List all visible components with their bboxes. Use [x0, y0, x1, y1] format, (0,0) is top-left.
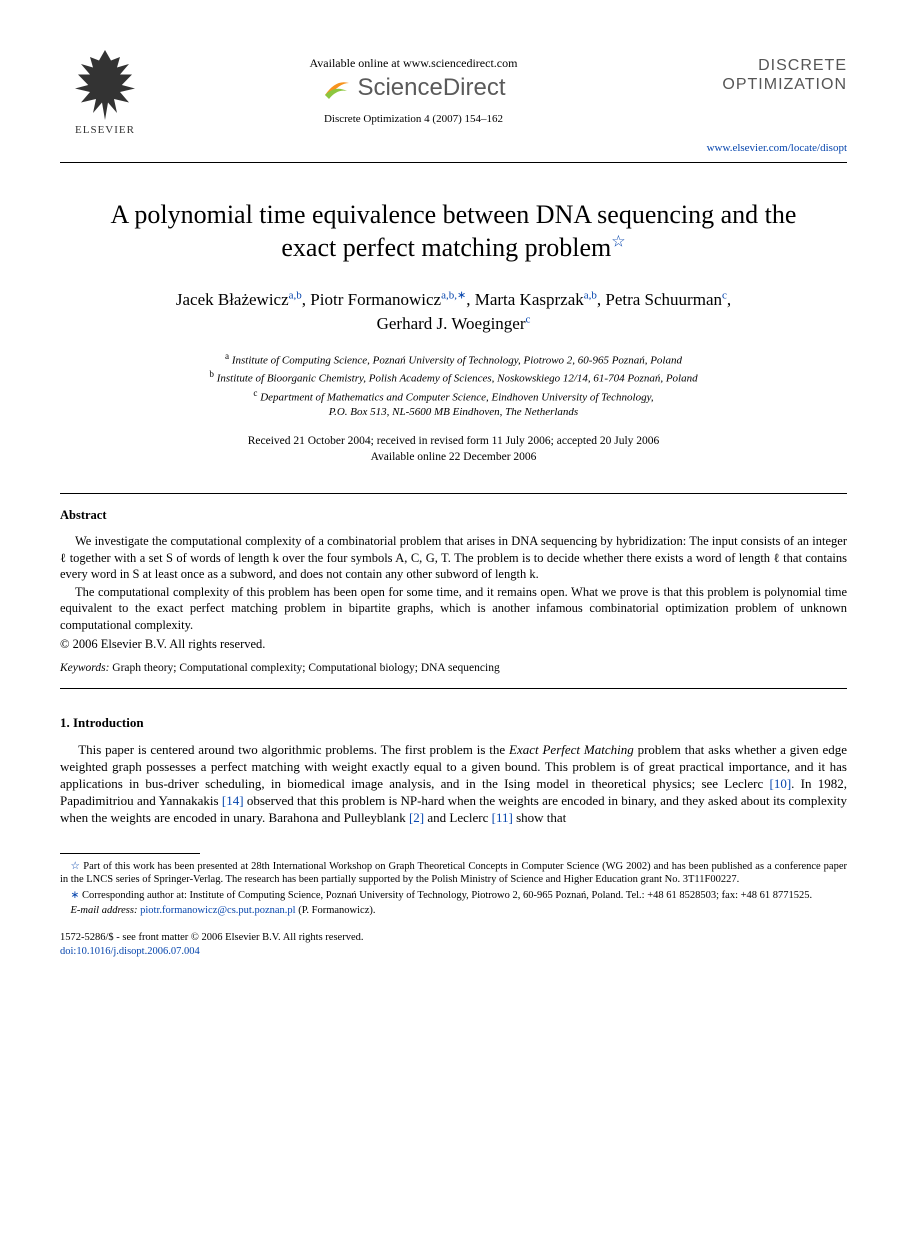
- section-1-body: This paper is centered around two algori…: [60, 741, 847, 827]
- author-1: Jacek Błażewicz: [176, 290, 289, 309]
- section-1-p1: This paper is centered around two algori…: [60, 741, 847, 827]
- s1-text-f: show that: [513, 810, 566, 825]
- title-note-marker[interactable]: ☆: [611, 233, 625, 250]
- keywords-text: Graph theory; Computational complexity; …: [109, 662, 499, 674]
- author-5-aff[interactable]: c: [526, 314, 531, 326]
- elsevier-tree-icon: [75, 50, 135, 120]
- journal-homepage-link[interactable]: www.elsevier.com/locate/disopt: [677, 142, 847, 154]
- abstract-p1: We investigate the computational complex…: [60, 533, 847, 582]
- cite-10[interactable]: [10]: [770, 776, 792, 791]
- author-1-aff[interactable]: a,b: [289, 290, 302, 302]
- center-header: Available online at www.sciencedirect.co…: [150, 50, 677, 125]
- header-row: ELSEVIER Available online at www.science…: [60, 50, 847, 154]
- publisher-logo-block: ELSEVIER: [60, 50, 150, 136]
- cite-14[interactable]: [14]: [222, 793, 244, 808]
- footnotes: ☆ Part of this work has been presented a…: [60, 860, 847, 918]
- post-keywords-rule: [60, 688, 847, 689]
- affiliation-b: Institute of Bioorganic Chemistry, Polis…: [217, 373, 698, 385]
- cite-2[interactable]: [2]: [409, 810, 424, 825]
- exact-perfect-matching-em: Exact Perfect Matching: [509, 742, 634, 757]
- abstract-p2: The computational complexity of this pro…: [60, 584, 847, 633]
- paper-title: A polynomial time equivalence between DN…: [90, 199, 817, 264]
- s1-text-e: and Leclerc: [424, 810, 491, 825]
- email-label: E-mail address:: [71, 905, 138, 916]
- footnote-rule: [60, 853, 200, 854]
- author-2-aff[interactable]: a,b,∗: [441, 290, 466, 302]
- authors-line: Jacek Błażewicza,b, Piotr Formanowicza,b…: [80, 288, 827, 336]
- paper-page: ELSEVIER Available online at www.science…: [0, 0, 907, 999]
- footnote-corr-text: Corresponding author at: Institute of Co…: [79, 890, 812, 901]
- affiliation-c-line1: Department of Mathematics and Computer S…: [260, 392, 653, 404]
- journal-title-line2: OPTIMIZATION: [677, 75, 847, 94]
- journal-title-block: DISCRETE OPTIMIZATION www.elsevier.com/l…: [677, 50, 847, 154]
- s1-text-a: This paper is centered around two algori…: [78, 742, 509, 757]
- abstract-body: We investigate the computational complex…: [60, 533, 847, 633]
- keywords-line: Keywords: Graph theory; Computational co…: [60, 662, 847, 674]
- sciencedirect-swoosh-icon: [321, 73, 351, 103]
- footnote-corresponding: ∗ Corresponding author at: Institute of …: [60, 889, 847, 902]
- author-3-aff[interactable]: a,b: [584, 290, 597, 302]
- journal-title-line1: DISCRETE: [677, 56, 847, 75]
- sciencedirect-text: ScienceDirect: [357, 74, 505, 102]
- footnote-star: ☆ Part of this work has been presented a…: [60, 860, 847, 887]
- author-2: Piotr Formanowicz: [310, 290, 441, 309]
- footnote-email: E-mail address: piotr.formanowicz@cs.put…: [60, 904, 847, 917]
- dates-received: Received 21 October 2004; received in re…: [248, 435, 660, 447]
- dates-online: Available online 22 December 2006: [371, 451, 537, 463]
- keywords-label: Keywords:: [60, 662, 109, 674]
- abstract-copyright: © 2006 Elsevier B.V. All rights reserved…: [60, 637, 847, 652]
- doi-label: doi:: [60, 946, 76, 957]
- author-3: Marta Kasprzak: [475, 290, 584, 309]
- author-4: Petra Schuurman: [605, 290, 722, 309]
- abstract-heading: Abstract: [60, 508, 847, 523]
- title-text: A polynomial time equivalence between DN…: [111, 200, 797, 262]
- footnote-corr-marker: ∗: [71, 890, 80, 901]
- footnote-star-marker: ☆: [71, 861, 81, 872]
- article-dates: Received 21 October 2004; received in re…: [60, 434, 847, 465]
- section-1-heading: 1. Introduction: [60, 715, 847, 731]
- author-5: Gerhard J. Woeginger: [377, 314, 526, 333]
- footnote-star-text: Part of this work has been presented at …: [60, 861, 847, 885]
- doi-line: doi:10.1016/j.disopt.2006.07.004: [60, 945, 847, 959]
- affiliations: a Institute of Computing Science, Poznań…: [100, 350, 807, 420]
- bottom-block: 1572-5286/$ - see front matter © 2006 El…: [60, 931, 847, 958]
- sciencedirect-brand: ScienceDirect: [150, 73, 677, 103]
- doi-link[interactable]: 10.1016/j.disopt.2006.07.004: [76, 946, 199, 957]
- available-online-text: Available online at www.sciencedirect.co…: [150, 56, 677, 71]
- affiliation-a: Institute of Computing Science, Poznań U…: [232, 355, 682, 367]
- publisher-label: ELSEVIER: [60, 124, 150, 136]
- pre-abstract-rule: [60, 493, 847, 494]
- journal-reference: Discrete Optimization 4 (2007) 154–162: [150, 113, 677, 125]
- author-4-aff[interactable]: c: [722, 290, 727, 302]
- email-link[interactable]: piotr.formanowicz@cs.put.poznan.pl: [140, 905, 295, 916]
- front-matter-line: 1572-5286/$ - see front matter © 2006 El…: [60, 931, 847, 945]
- email-who: (P. Formanowicz).: [296, 905, 376, 916]
- affiliation-c-line2: P.O. Box 513, NL-5600 MB Eindhoven, The …: [329, 406, 578, 418]
- cite-11[interactable]: [11]: [492, 810, 513, 825]
- header-rule: [60, 162, 847, 163]
